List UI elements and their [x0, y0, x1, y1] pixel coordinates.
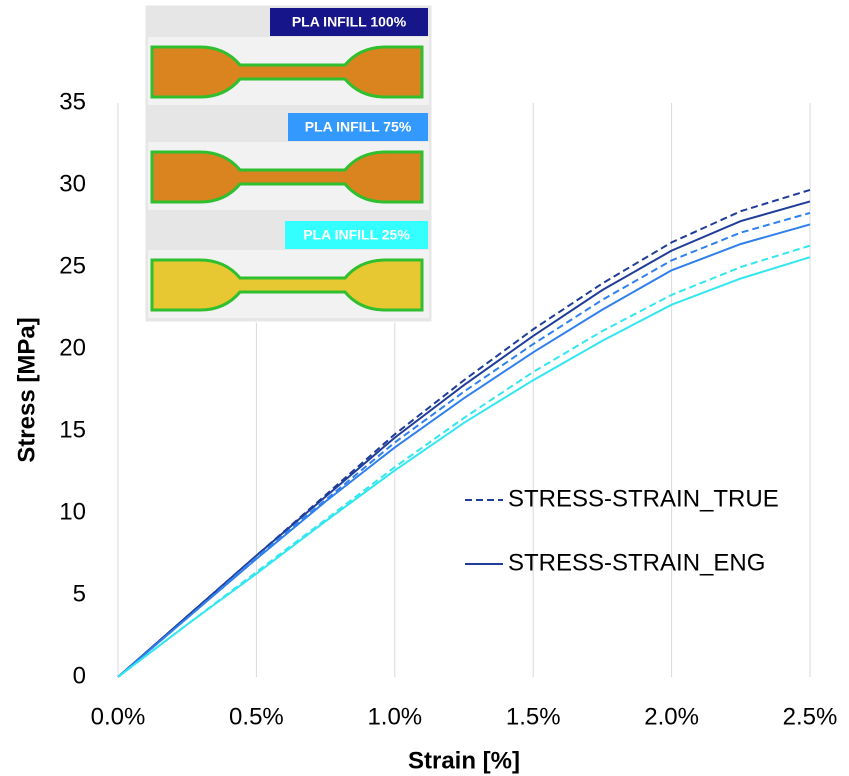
x-axis-title: Strain [%] — [408, 747, 520, 774]
x-tick-label: 2.5% — [783, 703, 838, 730]
x-tick-label: 1.5% — [506, 703, 561, 730]
y-tick-label: 10 — [59, 498, 86, 525]
inset-label: PLA INFILL 25% — [303, 227, 410, 243]
x-tick-label: 1.0% — [367, 703, 422, 730]
y-tick-label: 35 — [59, 88, 86, 115]
y-tick-label: 30 — [59, 170, 86, 197]
y-tick-label: 20 — [59, 334, 86, 361]
x-tick-label: 2.0% — [644, 703, 699, 730]
x-tick-label: 0.5% — [229, 703, 284, 730]
inset-label: PLA INFILL 100% — [292, 14, 407, 30]
y-tick-label: 25 — [59, 252, 86, 279]
legend-label: STRESS-STRAIN_ENG — [508, 549, 765, 576]
y-tick-label: 15 — [59, 416, 86, 443]
legend-label: STRESS-STRAIN_TRUE — [508, 485, 779, 512]
chart: Strain [%] Stress [MPa] 0.0% 0.5% 1.0% 1.5%… — [0, 0, 849, 776]
y-tick-label: 0 — [73, 662, 86, 689]
x-tick-label: 0.0% — [91, 703, 146, 730]
y-axis-title: Stress [MPa] — [13, 317, 40, 462]
y-tick-label: 5 — [73, 580, 86, 607]
inset-label: PLA INFILL 75% — [305, 119, 412, 135]
